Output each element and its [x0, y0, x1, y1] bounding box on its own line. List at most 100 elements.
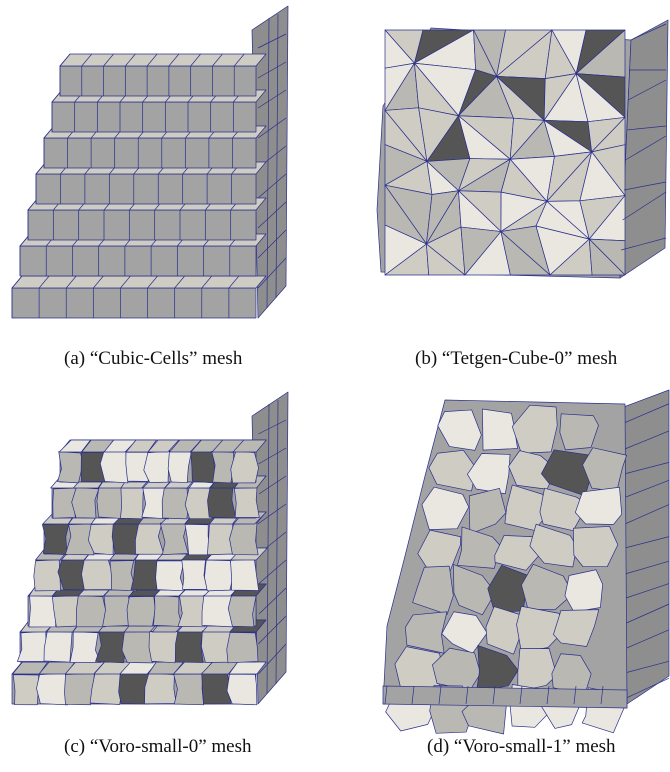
bottom-cell-edge	[600, 685, 604, 705]
voronoi-cell	[476, 645, 519, 693]
riser-cell	[207, 486, 237, 519]
tread-cell	[232, 439, 267, 453]
voronoi-cell	[572, 526, 619, 568]
step-riser	[43, 137, 257, 169]
tread-cell-edge	[233, 53, 245, 67]
side-tet-edge	[630, 23, 667, 41]
step-tread	[59, 53, 267, 67]
tread-cell	[58, 439, 91, 453]
riser-cell	[230, 450, 259, 484]
riser-cell	[201, 672, 231, 705]
riser-cell	[96, 487, 124, 519]
side-cell-edge	[620, 660, 670, 675]
side-grid-line	[257, 229, 287, 259]
voro-small-0-mesh	[11, 391, 289, 706]
side-grid-line	[275, 399, 279, 685]
voronoi-cell	[564, 569, 604, 613]
side-tet-edge	[625, 135, 667, 161]
riser-cell	[153, 594, 183, 627]
riser-cell	[143, 450, 171, 483]
riser-cell	[144, 672, 177, 705]
bottom-cell-edge	[384, 685, 388, 705]
caption-a: (a) “Cubic-Cells” mesh	[64, 348, 243, 369]
bottom-cell-edge	[519, 685, 523, 705]
riser-cell	[42, 523, 70, 556]
side-grid-line	[275, 13, 279, 299]
side-cell-edge	[620, 479, 670, 500]
riser-cell	[226, 673, 258, 706]
riser-cell	[174, 631, 204, 663]
side-tet-edge	[626, 125, 667, 131]
step-riser	[35, 173, 257, 205]
bottom-cell-edge	[465, 685, 469, 705]
riser-cell	[161, 487, 189, 520]
riser-cell	[89, 672, 124, 705]
side-grid-line	[257, 89, 287, 109]
tread-cell-edge	[174, 275, 185, 289]
voronoi-cell	[574, 486, 623, 525]
side-tet-edge	[628, 79, 667, 101]
tetgen-cube-mesh	[376, 19, 669, 279]
riser-cell	[155, 560, 185, 592]
voronoi-cell	[412, 565, 454, 615]
riser-cell	[109, 560, 137, 592]
side-cell-edge	[621, 403, 670, 425]
riser-cell	[201, 630, 232, 663]
bottom-cell-edge	[573, 685, 577, 705]
tread-cell-edge	[120, 275, 131, 289]
voronoi-cell	[468, 487, 507, 535]
side-grid-line	[257, 503, 287, 525]
panel-b: (b) “Tetgen-Cube-0” mesh	[335, 0, 670, 386]
voronoi-cell	[421, 486, 470, 530]
riser-cell	[126, 596, 156, 627]
riser-cell	[201, 594, 234, 628]
riser-cell	[227, 594, 257, 628]
voro-small-1-mesh	[382, 389, 670, 735]
side-grid-line	[266, 17, 270, 309]
riser-cell	[12, 674, 40, 706]
voronoi-cell	[529, 523, 578, 568]
tread-cell-edge	[11, 275, 23, 289]
riser-cell	[190, 450, 216, 484]
riser-cell	[229, 522, 259, 556]
panel-a: (a) “Cubic-Cells” mesh	[0, 0, 335, 386]
tet-face	[500, 231, 551, 276]
side-cell-edge	[624, 560, 670, 575]
tread-cell-edge	[59, 53, 71, 67]
riser-cell	[167, 450, 192, 483]
step-riser	[27, 209, 257, 241]
side-grid-line	[258, 587, 287, 615]
tread-cell-edge	[201, 275, 213, 289]
panel-d: (d) “Voro-small-1” mesh	[335, 386, 670, 772]
voronoi-cell	[517, 648, 558, 692]
voronoi-cell	[553, 609, 600, 647]
side-grid-line	[258, 447, 287, 465]
caption-d: (d) “Voro-small-1” mesh	[427, 736, 616, 757]
tet-face	[588, 238, 626, 276]
side-cell-edge	[624, 629, 670, 650]
panel-c: (c) “Voro-small-0” mesh	[0, 386, 335, 772]
tread-cell	[228, 661, 267, 675]
riser-cell	[173, 673, 205, 706]
riser-cell	[120, 487, 144, 520]
voronoi-cell	[437, 409, 482, 451]
tread-cell-edge	[146, 53, 158, 67]
tread-cell-edge	[147, 275, 158, 289]
bottom-strip	[382, 685, 628, 709]
riser-cell	[43, 630, 73, 663]
riser-cell	[204, 559, 235, 592]
tet-face	[426, 243, 466, 276]
riser-cell	[159, 522, 189, 555]
riser-cell	[99, 450, 129, 484]
riser-cell	[148, 631, 180, 664]
tread-cell	[125, 439, 157, 453]
side-cell-edge	[624, 603, 670, 625]
voronoi-cell	[521, 563, 574, 611]
riser-cell	[33, 559, 61, 592]
side-cell-edge	[624, 430, 670, 450]
riser-cell	[233, 487, 260, 518]
voronoi-cell	[511, 404, 558, 454]
side-cell-edge	[620, 536, 670, 550]
riser-cell	[226, 632, 259, 664]
step-riser	[19, 245, 257, 277]
